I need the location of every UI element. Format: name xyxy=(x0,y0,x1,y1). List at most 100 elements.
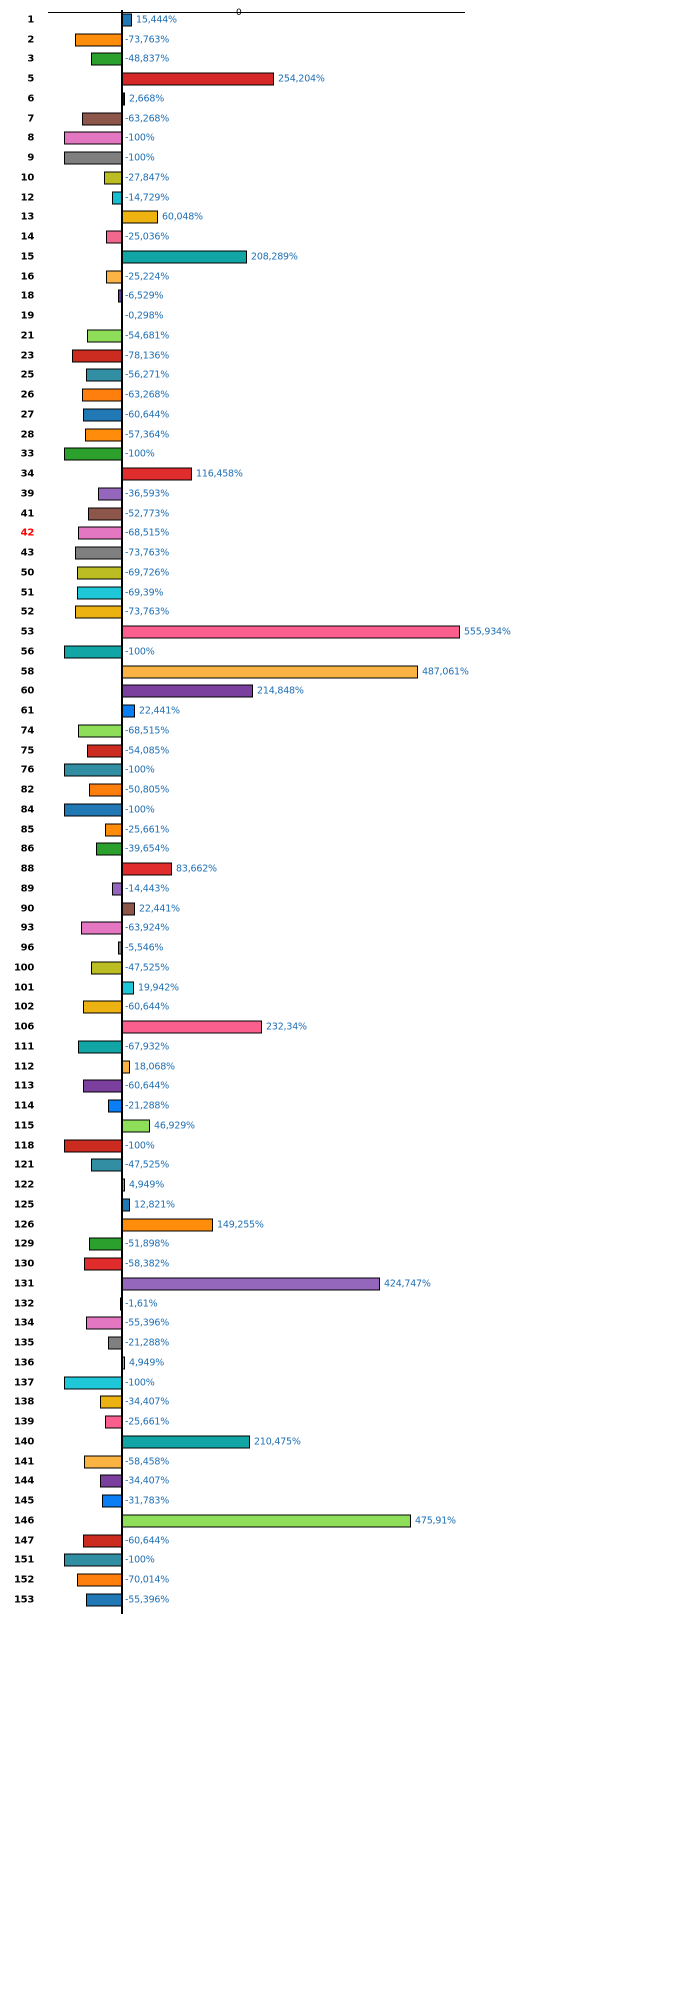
bar xyxy=(118,289,122,303)
bar-row: 125 12,821% xyxy=(0,1195,700,1215)
bar-row: 93 -63,924% xyxy=(0,919,700,939)
bar-row: 129 -51,898% xyxy=(0,1235,700,1255)
row-category-label: 12 xyxy=(20,192,35,204)
bar xyxy=(96,842,122,856)
bar xyxy=(85,428,122,442)
bar-value-label: 475,91% xyxy=(415,1515,456,1527)
bar-row: 14 -25,036% xyxy=(0,227,700,247)
bar-row: 25 -56,271% xyxy=(0,366,700,386)
bar-row: 141 -58,458% xyxy=(0,1452,700,1472)
row-category-label: 1 xyxy=(27,14,34,26)
bar xyxy=(64,447,122,461)
row-category-label: 113 xyxy=(14,1080,34,1092)
bar-value-label: 22,441% xyxy=(139,705,180,717)
bar-value-label: 116,458% xyxy=(196,468,243,480)
bar-value-label: -54,085% xyxy=(125,745,170,757)
bar-row: 33 -100% xyxy=(0,445,700,465)
row-category-label: 60 xyxy=(20,685,35,697)
bar-row: 118 -100% xyxy=(0,1136,700,1156)
bar xyxy=(118,941,122,955)
bar-value-label: -34,407% xyxy=(125,1396,170,1408)
row-category-label: 138 xyxy=(14,1396,34,1408)
bar-value-label: -25,036% xyxy=(125,231,170,243)
bar-value-label: -73,763% xyxy=(125,34,170,46)
bar-value-label: 60,048% xyxy=(162,211,203,223)
bar-value-label: -100% xyxy=(125,646,155,658)
bar xyxy=(122,1356,125,1370)
row-category-label: 18 xyxy=(20,290,35,302)
bar-value-label: -60,644% xyxy=(125,409,170,421)
row-category-label: 10 xyxy=(20,172,35,184)
row-category-label: 27 xyxy=(20,409,35,421)
row-category-label: 34 xyxy=(20,468,35,480)
row-category-label: 135 xyxy=(14,1337,34,1349)
row-category-label: 141 xyxy=(14,1456,34,1468)
bar-row: 112 18,068% xyxy=(0,1057,700,1077)
bar xyxy=(82,388,122,402)
bar xyxy=(64,763,122,777)
row-category-label: 82 xyxy=(20,784,35,796)
bar xyxy=(112,882,122,896)
bar-value-label: -5,546% xyxy=(125,942,164,954)
bar-row: 85 -25,661% xyxy=(0,820,700,840)
row-category-label: 74 xyxy=(20,725,35,737)
bar-value-label: -57,364% xyxy=(125,429,170,441)
bar-value-label: -36,593% xyxy=(125,488,170,500)
bar-value-label: -60,644% xyxy=(125,1001,170,1013)
bar xyxy=(112,191,122,205)
row-category-label: 129 xyxy=(14,1238,34,1250)
bar-row: 9 -100% xyxy=(0,148,700,168)
bar-row: 132 -1,61% xyxy=(0,1294,700,1314)
bar-value-label: -47,525% xyxy=(125,1159,170,1171)
row-category-label: 126 xyxy=(14,1219,34,1231)
row-category-label: 89 xyxy=(20,883,35,895)
bar-value-label: -100% xyxy=(125,764,155,776)
row-category-label: 85 xyxy=(20,824,35,836)
bar xyxy=(122,665,418,679)
bar-row: 145 -31,783% xyxy=(0,1491,700,1511)
bar xyxy=(122,1514,411,1528)
bar-value-label: 4,949% xyxy=(129,1357,165,1369)
bar-row: 138 -34,407% xyxy=(0,1393,700,1413)
bar-row: 61 22,441% xyxy=(0,701,700,721)
bar-row: 152 -70,014% xyxy=(0,1570,700,1590)
bar-value-label: -100% xyxy=(125,804,155,816)
bar xyxy=(91,52,122,66)
bar-value-label: 19,942% xyxy=(138,982,179,994)
bar-value-label: -47,525% xyxy=(125,962,170,974)
bar-row: 134 -55,396% xyxy=(0,1314,700,1334)
bar xyxy=(122,981,134,995)
bar-row: 140 210,475% xyxy=(0,1432,700,1452)
row-category-label: 118 xyxy=(14,1140,34,1152)
bar-row: 43 -73,763% xyxy=(0,543,700,563)
row-category-label: 139 xyxy=(14,1416,34,1428)
row-category-label: 125 xyxy=(14,1199,34,1211)
bar xyxy=(100,1395,122,1409)
bar-value-label: 254,204% xyxy=(278,73,325,85)
bar-value-label: 4,949% xyxy=(129,1179,165,1191)
zero-tick-label: 0 xyxy=(236,8,242,18)
bar-value-label: -73,763% xyxy=(125,547,170,559)
bar xyxy=(86,368,122,382)
bar xyxy=(64,1553,122,1567)
row-category-label: 106 xyxy=(14,1021,34,1033)
bar-row: 130 -58,382% xyxy=(0,1254,700,1274)
bar-row: 113 -60,644% xyxy=(0,1077,700,1097)
row-category-label: 21 xyxy=(20,330,35,342)
bar xyxy=(122,1435,250,1449)
bar xyxy=(108,1336,122,1350)
bar xyxy=(83,408,122,422)
bar-row: 96 -5,546% xyxy=(0,938,700,958)
row-category-label: 136 xyxy=(14,1357,34,1369)
row-category-label: 111 xyxy=(14,1041,34,1053)
bar xyxy=(64,1376,122,1390)
row-category-label: 43 xyxy=(20,547,35,559)
bar-value-label: -55,396% xyxy=(125,1594,170,1606)
bar-value-label: -69,726% xyxy=(125,567,170,579)
bar-row: 114 -21,288% xyxy=(0,1096,700,1116)
row-category-label: 100 xyxy=(14,962,34,974)
bar xyxy=(108,1099,122,1113)
bar xyxy=(83,1000,122,1014)
bar-row: 101 19,942% xyxy=(0,978,700,998)
